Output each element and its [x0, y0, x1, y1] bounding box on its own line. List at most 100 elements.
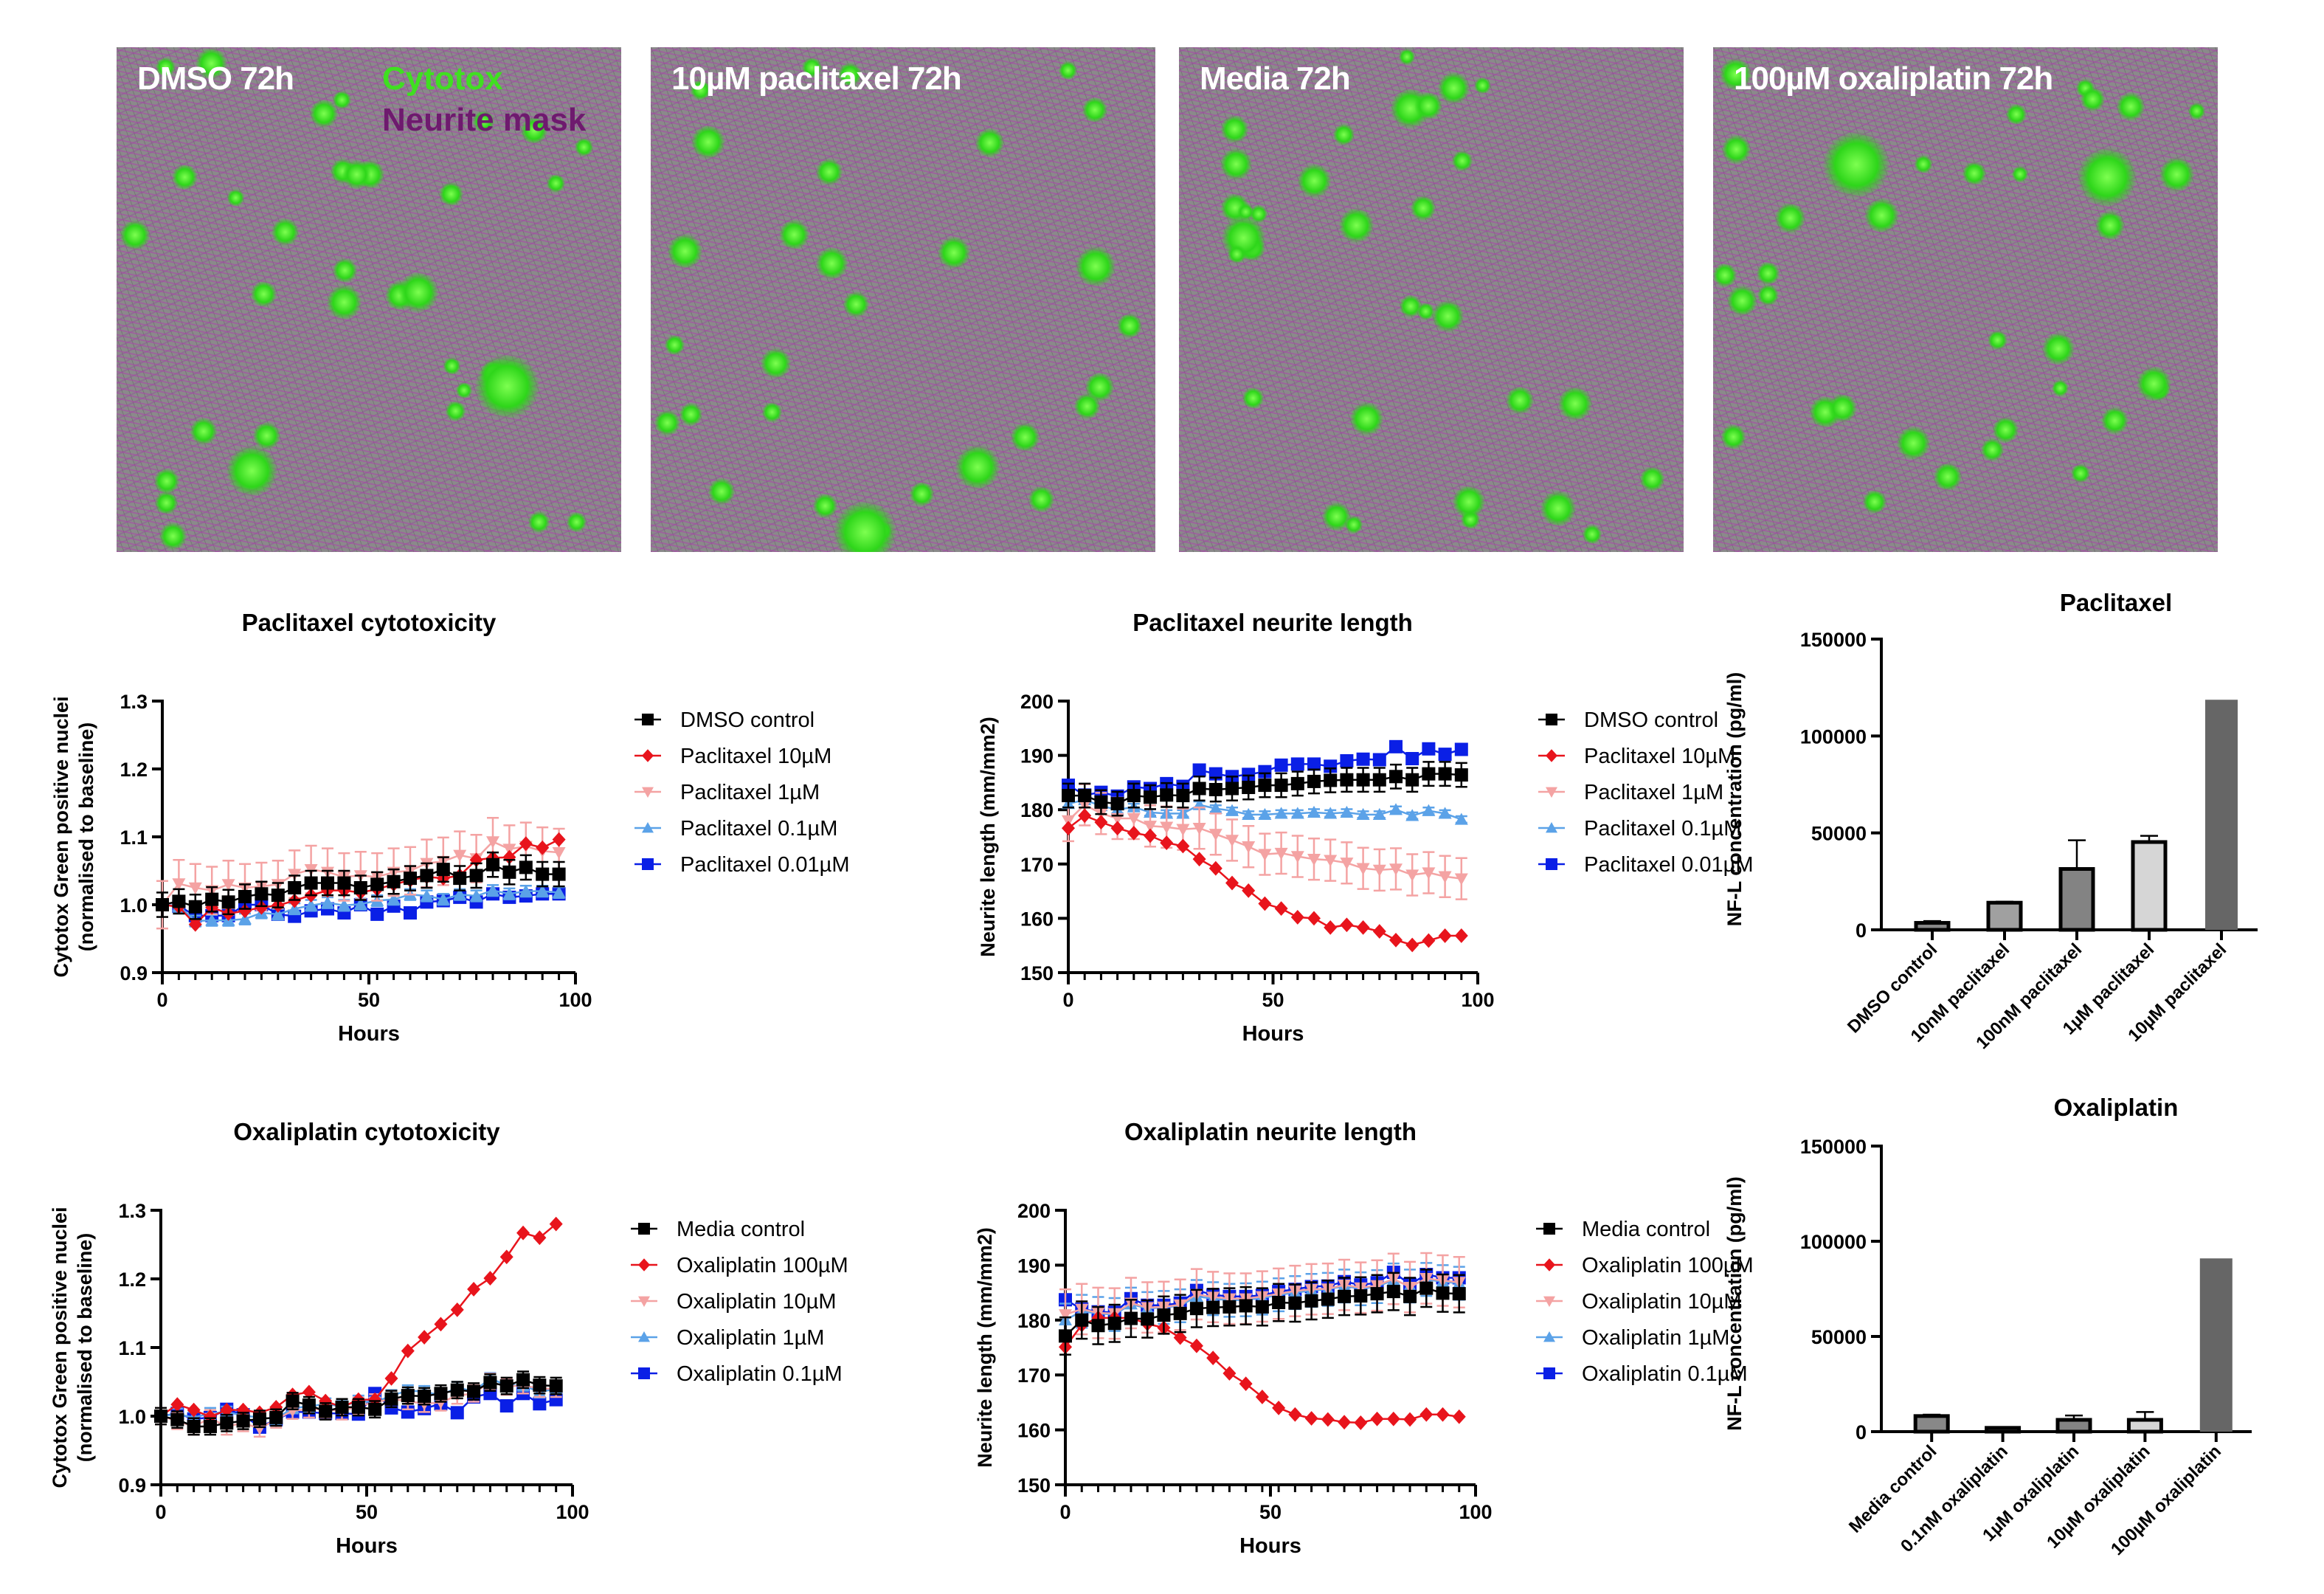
data-point — [156, 899, 169, 911]
data-point — [401, 1389, 415, 1403]
data-point — [271, 898, 285, 913]
data-point — [188, 900, 202, 914]
data-point — [1091, 1310, 1105, 1325]
cytotox-nucleus — [1897, 427, 1930, 460]
data-point — [1372, 864, 1386, 877]
series-paclitaxel-0-1-m — [156, 883, 566, 928]
y-tick-label: 0 — [1856, 920, 1867, 942]
data-point — [1206, 1300, 1220, 1314]
legend-item: Media control — [631, 1218, 805, 1241]
cytotox-nucleus — [2159, 156, 2194, 192]
data-point — [453, 888, 467, 900]
data-point — [288, 881, 302, 894]
bar — [1986, 900, 2023, 932]
legend: DMSO control Paclitaxel 10µM Paclitaxel 1µ… — [634, 708, 849, 877]
data-point — [401, 1343, 415, 1359]
data-point — [1078, 808, 1092, 824]
data-point — [1062, 789, 1075, 803]
y-tick-label: 0 — [1856, 1421, 1867, 1443]
data-point — [469, 852, 483, 868]
y-tick-label: 100000 — [1800, 1231, 1867, 1253]
cytotox-nucleus — [1828, 393, 1857, 423]
data-point — [172, 899, 186, 913]
data-point — [271, 907, 285, 921]
data-point — [1141, 1302, 1155, 1314]
data-point — [236, 1402, 250, 1418]
panel-title: 10µM paclitaxel 72h — [671, 61, 962, 97]
data-point — [353, 881, 367, 894]
data-point — [1144, 828, 1157, 843]
data-point — [220, 1402, 234, 1416]
legend-marker — [1543, 1258, 1555, 1272]
data-point — [1307, 757, 1321, 771]
data-point — [1189, 1302, 1203, 1316]
data-point — [351, 1400, 365, 1414]
data-point — [187, 1419, 201, 1433]
data-point — [1110, 789, 1124, 803]
data-point — [1107, 1308, 1121, 1320]
cytotox-nucleus — [1452, 151, 1473, 172]
data-point — [252, 1410, 266, 1424]
data-point — [1127, 812, 1141, 825]
data-point — [1258, 807, 1272, 821]
data-point — [1340, 858, 1354, 870]
data-point — [255, 887, 269, 901]
legend-marker — [1543, 1331, 1555, 1342]
data-point — [1452, 1271, 1466, 1285]
data-point — [337, 898, 351, 911]
data-point — [1272, 1285, 1286, 1299]
data-point — [1110, 797, 1124, 811]
data-point — [420, 858, 434, 870]
data-point — [368, 1397, 382, 1410]
data-point — [187, 1402, 201, 1418]
data-point — [1356, 773, 1370, 787]
cytotox-nucleus — [474, 354, 539, 419]
data-point — [387, 866, 401, 879]
data-point — [1062, 779, 1075, 793]
data-point — [387, 899, 401, 913]
data-point — [1304, 1411, 1318, 1426]
panel-title: DMSO 72h — [137, 61, 294, 97]
data-point — [288, 893, 302, 908]
series-oxaliplatin-10-m — [1059, 1252, 1466, 1341]
data-point — [302, 1404, 316, 1416]
data-point — [483, 1371, 497, 1384]
cytotox-nucleus — [2080, 87, 2105, 112]
legend-marker — [1546, 714, 1557, 725]
data-point — [1422, 804, 1436, 816]
data-point — [1386, 1411, 1400, 1426]
data-point — [1389, 770, 1403, 784]
data-point — [401, 1384, 415, 1396]
data-point — [1127, 780, 1141, 794]
data-point — [533, 1379, 547, 1393]
data-point — [302, 1399, 316, 1412]
data-point — [1075, 1302, 1089, 1316]
legend-marker — [638, 1296, 650, 1307]
data-point — [1324, 920, 1338, 935]
data-point — [1340, 773, 1354, 787]
cytotox-nucleus — [654, 410, 680, 435]
legend-label: Paclitaxel 1µM — [1584, 781, 1723, 804]
x-category-label: 10µM paclitaxel — [2124, 939, 2230, 1046]
neurite-mask-label: Neurite mask — [382, 102, 587, 138]
series-paclitaxel-10-m — [156, 832, 566, 932]
x-tick-label: 50 — [1262, 989, 1284, 1011]
data-point — [1372, 924, 1386, 939]
data-point — [221, 914, 235, 926]
data-point — [335, 1400, 349, 1414]
cytotox-nucleus — [815, 247, 848, 280]
data-point — [1356, 807, 1370, 821]
legend-marker — [1543, 1296, 1555, 1307]
cytotox-nucleus — [1726, 286, 1757, 316]
micrograph-panel-media: Media 72h — [1179, 47, 1684, 552]
data-point — [502, 865, 516, 879]
cytotox-nucleus — [332, 258, 358, 283]
cytotox-nucleus — [2071, 463, 2090, 483]
data-point — [1255, 1300, 1269, 1314]
data-point — [519, 889, 533, 903]
cytotox-nucleus — [843, 291, 869, 318]
data-point — [304, 876, 318, 890]
data-point — [1242, 767, 1256, 782]
data-point — [1192, 823, 1206, 835]
x-tick-label: 50 — [1259, 1501, 1282, 1523]
